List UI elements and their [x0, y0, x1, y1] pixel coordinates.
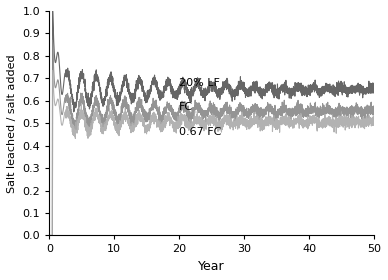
Y-axis label: Salt leached / salt added: Salt leached / salt added [7, 54, 17, 193]
Text: 20% LF: 20% LF [179, 78, 220, 88]
Text: FC: FC [179, 102, 193, 113]
Text: 0.67 FC: 0.67 FC [179, 127, 222, 137]
X-axis label: Year: Year [198, 260, 225, 273]
